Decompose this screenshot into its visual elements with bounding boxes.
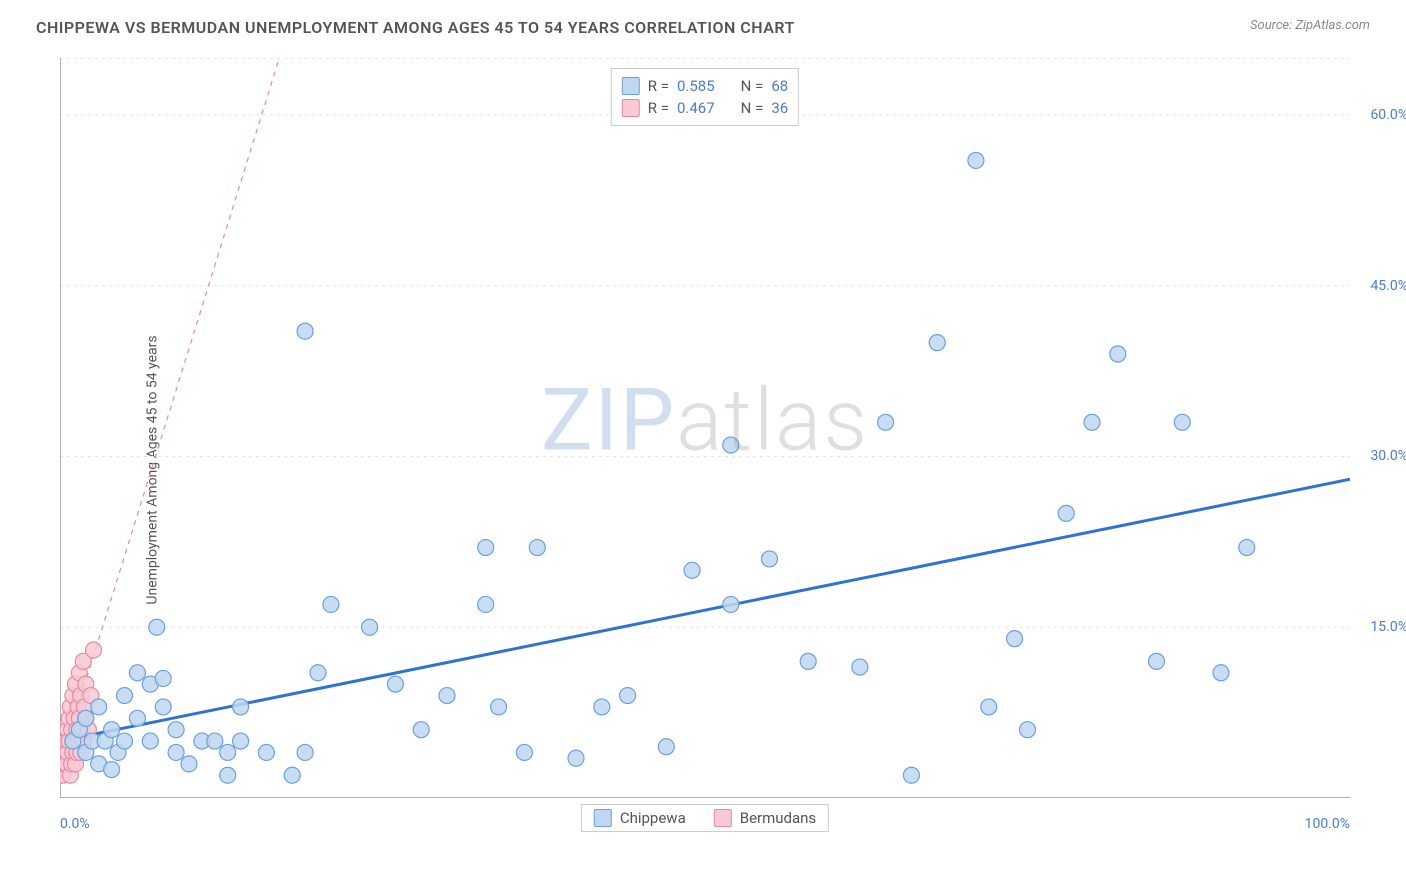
plot-area: ZIPatlas R = 0.585N = 68R = 0.467N = 36 … <box>60 58 1350 798</box>
stats-swatch <box>622 99 640 117</box>
legend: Chippewa Bermudans <box>581 804 829 832</box>
chart-container: Unemployment Among Ages 45 to 54 years Z… <box>0 48 1406 892</box>
chart-source: Source: ZipAtlas.com <box>1250 18 1370 33</box>
legend-swatch <box>714 809 732 827</box>
y-tick: 45.0% <box>1370 278 1406 294</box>
x-tick: 100.0% <box>1305 816 1350 832</box>
stats-box: R = 0.585 N = 68 R = 0.467 N = 36 <box>611 68 799 126</box>
legend-label: Bermudans <box>740 809 816 827</box>
stat-n-label: N = <box>741 77 764 95</box>
legend-item: Bermudans <box>714 809 816 827</box>
y-tick: 15.0% <box>1370 619 1406 635</box>
y-tick: 60.0% <box>1370 107 1406 123</box>
chart-header: CHIPPEWA VS BERMUDAN UNEMPLOYMENT AMONG … <box>0 0 1406 37</box>
chart-title: CHIPPEWA VS BERMUDAN UNEMPLOYMENT AMONG … <box>36 18 795 37</box>
stats-swatch <box>622 77 640 95</box>
stat-r-label: R = <box>648 77 669 95</box>
legend-swatch <box>594 809 612 827</box>
stats-row: R = 0.585 N = 68 <box>622 75 788 97</box>
stat-n-value: 36 <box>771 99 788 117</box>
y-tick: 30.0% <box>1370 448 1406 464</box>
stat-r-value: 0.585 <box>677 77 715 95</box>
stat-n-value: 68 <box>771 77 788 95</box>
stat-r-label: R = <box>648 99 669 117</box>
legend-label: Chippewa <box>620 809 686 827</box>
stat-n-label: N = <box>741 99 764 117</box>
legend-item: Chippewa <box>594 809 686 827</box>
stats-row: R = 0.467 N = 36 <box>622 97 788 119</box>
x-tick: 0.0% <box>60 816 90 832</box>
scatter-chart-svg <box>60 58 1350 798</box>
stat-r-value: 0.467 <box>677 99 715 117</box>
